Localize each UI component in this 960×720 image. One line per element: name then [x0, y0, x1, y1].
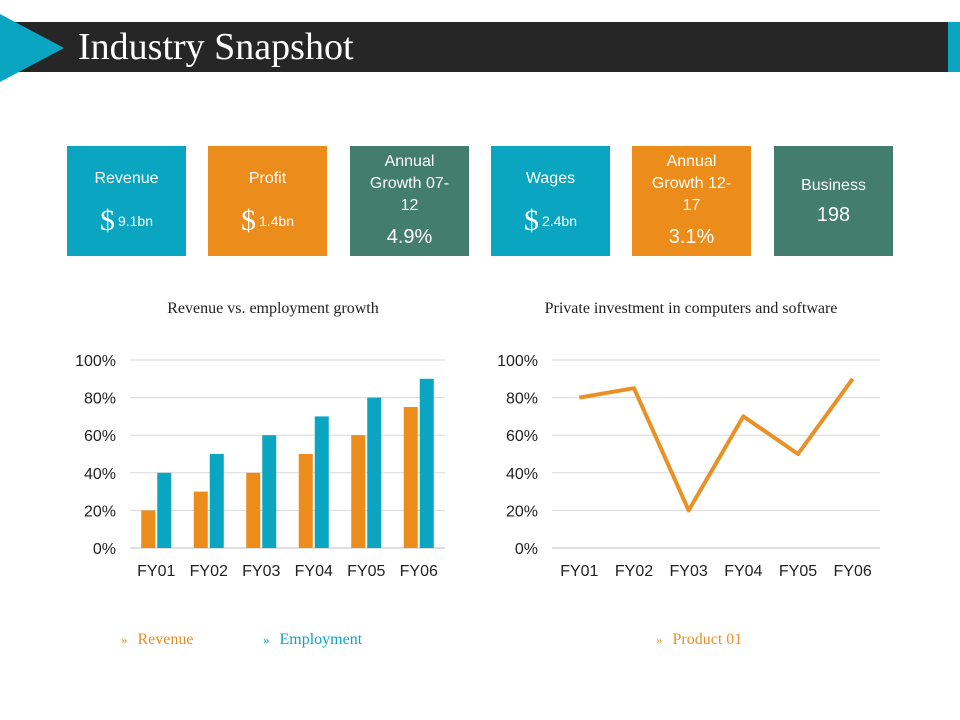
x-tick-label: FY06 [834, 563, 872, 580]
x-tick-label: FY01 [560, 563, 598, 580]
y-tick-label: 100% [497, 353, 538, 370]
x-tick-label: FY01 [137, 563, 175, 580]
series-line-product-01 [578, 377, 855, 513]
line-chart: 0% 20% 40% 60% 80% 100% FY01 FY02 FY03 FY04 FY05 FY… [497, 353, 880, 580]
bar-revenue-fy01 [141, 510, 156, 548]
card-profit: Profit $1.4bn [208, 146, 327, 256]
y-tick-label: 60% [84, 428, 116, 445]
x-tick-label: FY03 [242, 563, 280, 580]
bar-revenue-fy02 [193, 491, 208, 548]
legend-marker: » [121, 632, 128, 647]
card-label: Annual Growth 07-12 [369, 153, 450, 214]
card-amount: 9.1bn [117, 213, 154, 229]
card-value: 3.1% [668, 226, 715, 248]
legend-label: Product 01 [672, 631, 743, 648]
y-tick-label: 40% [506, 466, 538, 483]
bar-employment-fy03 [262, 435, 277, 548]
card-annual-growth-12-17: Annual Growth 12-17 3.1% [632, 146, 751, 256]
y-tick-label: 0% [515, 541, 538, 558]
page-title: Industry Snapshot [78, 26, 354, 68]
bar-employment-fy02 [209, 454, 224, 548]
line-chart-title: Private investment in computers and soft… [544, 300, 838, 317]
legend-product-01: » Product 01 [656, 631, 742, 649]
bar-employment-fy05 [367, 397, 382, 548]
legend-marker: » [263, 632, 270, 647]
card-annual-growth-07-12: Annual Growth 07-12 4.9% [350, 146, 469, 256]
x-tick-label: FY04 [295, 563, 333, 580]
x-tick-label: FY05 [347, 563, 385, 580]
bar-revenue-fy05 [351, 435, 366, 548]
y-tick-label: 100% [75, 353, 116, 370]
x-tick-label: FY02 [615, 563, 653, 580]
y-tick-label: 80% [84, 391, 116, 408]
x-tick-label: FY03 [670, 563, 708, 580]
bar-chart-title: Revenue vs. employment growth [167, 300, 379, 317]
bar-chart: 0% 20% 40% 60% 80% 100% FY01 FY02 FY03 FY04 FY05 FY… [75, 353, 445, 580]
currency-symbol: $ [523, 204, 539, 237]
card-wages: Wages $2.4bn [491, 146, 610, 256]
y-tick-label: 20% [84, 503, 116, 520]
bar-revenue-fy03 [246, 472, 261, 548]
card-label: Business [801, 177, 866, 194]
bar-employment-fy06 [419, 378, 434, 548]
y-tick-label: 60% [506, 428, 538, 445]
card-label: Revenue [94, 170, 159, 187]
x-tick-label: FY05 [779, 563, 817, 580]
card-value: $2.4bn [491, 204, 610, 238]
card-amount: 2.4bn [541, 213, 578, 229]
legend-employment: » Employment [263, 631, 362, 649]
card-value: $1.4bn [208, 204, 327, 238]
bar-employment-fy01 [157, 472, 172, 548]
y-tick-label: 0% [93, 541, 116, 558]
card-label: Wages [525, 170, 576, 187]
card-label: Annual Growth 12-17 [651, 153, 732, 214]
bar-revenue-fy04 [298, 454, 313, 548]
legend-marker: » [656, 632, 663, 647]
title-accent-triangle [0, 14, 64, 82]
card-value: 198 [816, 204, 851, 226]
card-value: $9.1bn [67, 204, 186, 238]
y-tick-label: 20% [506, 503, 538, 520]
bar-employment-fy04 [314, 416, 329, 548]
legend-label: Employment [279, 631, 363, 648]
currency-symbol: $ [99, 204, 115, 237]
title-accent-tab [948, 22, 960, 72]
x-tick-label: FY04 [724, 563, 762, 580]
currency-symbol: $ [240, 204, 256, 237]
title-bar [0, 22, 948, 72]
card-amount: 1.4bn [258, 213, 295, 229]
legend-label: Revenue [137, 631, 194, 648]
card-label: Profit [248, 170, 287, 187]
legend-revenue: » Revenue [121, 631, 193, 649]
y-tick-label: 80% [506, 391, 538, 408]
bar-revenue-fy06 [403, 407, 418, 548]
y-tick-label: 40% [84, 466, 116, 483]
card-revenue: Revenue $9.1bn [67, 146, 186, 256]
x-tick-label: FY02 [190, 563, 228, 580]
card-value: 4.9% [386, 226, 433, 248]
card-business: Business 198 [774, 146, 893, 256]
x-tick-label: FY06 [400, 563, 438, 580]
